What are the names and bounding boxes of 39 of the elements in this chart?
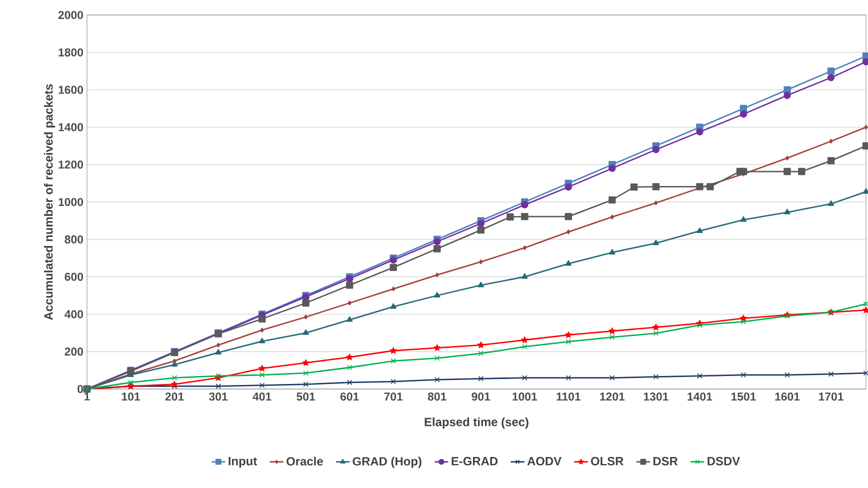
- x-tick-label: 1301: [644, 392, 668, 401]
- y-axis-title: Accumulated number of received packets: [44, 84, 56, 320]
- legend-label: DSR: [653, 456, 678, 466]
- y-tick-label: 1400: [58, 123, 84, 132]
- x-tick-label: 1601: [775, 392, 800, 401]
- legend-label: Oracle: [286, 456, 323, 466]
- y-tick-label: 800: [64, 235, 84, 244]
- x-tick-label: 1001: [512, 392, 538, 401]
- x-tick-label: 1201: [600, 392, 625, 401]
- y-tick-label: 600: [64, 272, 84, 281]
- y-tick-label: 2000: [58, 10, 84, 20]
- y-tick-label: 1200: [58, 160, 84, 169]
- x-tick-label: 1701: [818, 392, 844, 401]
- x-tick-label: 601: [340, 392, 359, 401]
- legend-label: GRAD (Hop): [352, 456, 422, 468]
- y-tick-label: 1000: [58, 198, 84, 206]
- legend-label: AODV: [527, 456, 562, 466]
- y-tick-label: 200: [64, 348, 84, 356]
- x-tick-label: 101: [122, 392, 140, 401]
- legend-label: DSDV: [708, 456, 740, 466]
- legend-label: E-GRAD: [452, 456, 498, 466]
- y-tick-label: 400: [64, 310, 84, 318]
- x-axis-title: Elapsed time (sec): [424, 417, 528, 429]
- x-tick-label: 1101: [556, 392, 581, 401]
- x-tick-label: 801: [428, 392, 446, 401]
- x-tick-label: 1: [84, 392, 90, 400]
- x-tick-label: 301: [209, 392, 228, 401]
- y-tick-label: 0: [78, 384, 84, 394]
- x-tick-label: 1501: [731, 392, 756, 401]
- x-tick-label: 401: [252, 392, 272, 401]
- legend-label: Input: [228, 456, 257, 468]
- x-tick-label: 501: [296, 392, 316, 401]
- legend-label: OLSR: [591, 456, 624, 466]
- x-tick-label: 701: [384, 392, 403, 401]
- y-tick-label: 1600: [58, 86, 84, 94]
- x-tick-label: 1401: [688, 392, 712, 401]
- x-tick-label: 201: [165, 392, 184, 401]
- x-tick-label: 901: [472, 392, 490, 401]
- y-tick-label: 1800: [58, 48, 84, 56]
